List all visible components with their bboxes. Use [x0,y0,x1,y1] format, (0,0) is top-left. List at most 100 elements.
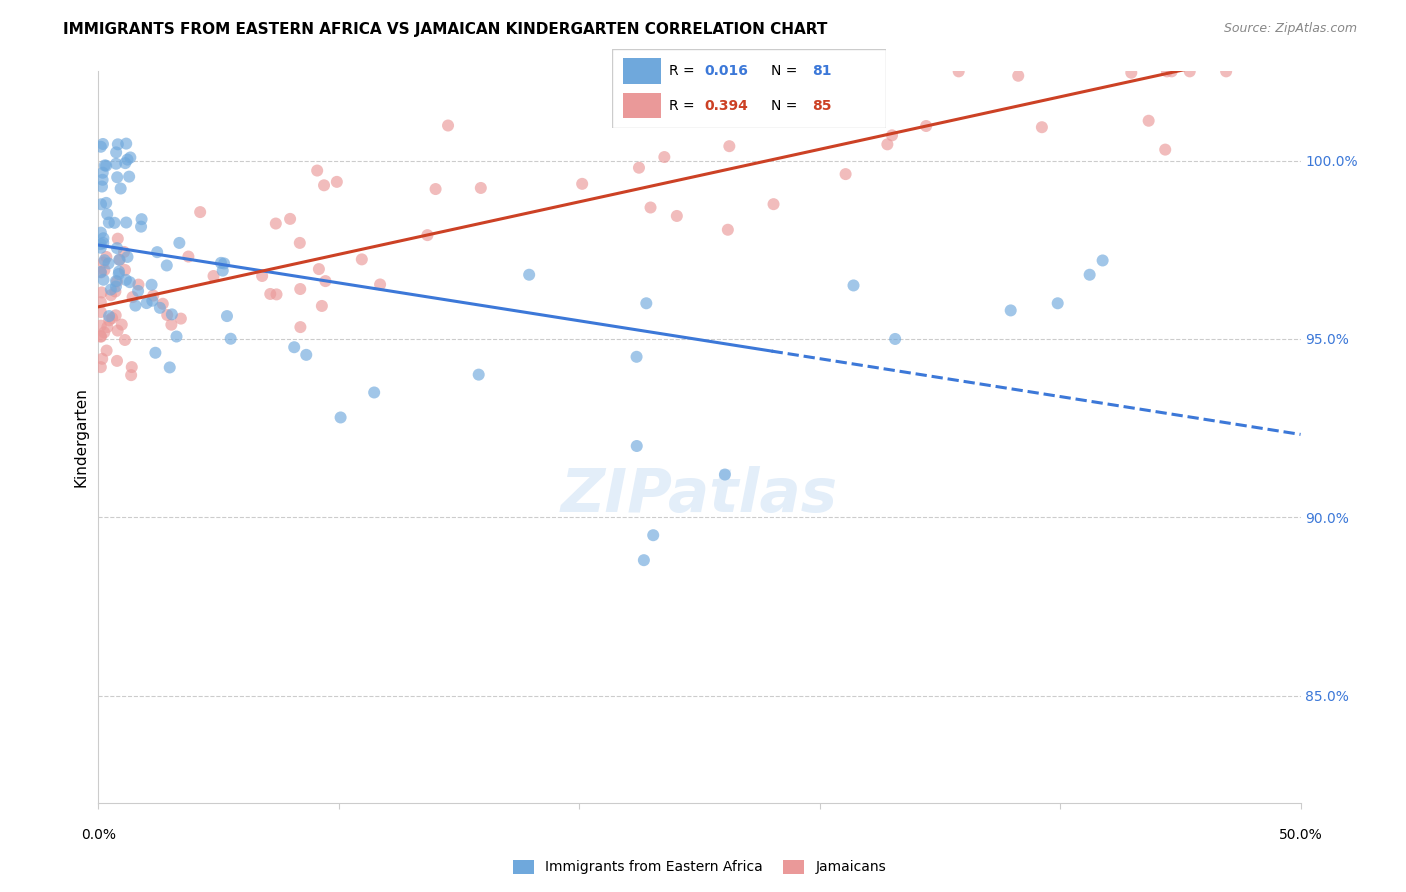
Point [108,252,131,267]
Point [915,119,938,133]
Point [141,293,163,308]
Point [627,161,650,175]
Text: R =: R = [669,99,699,112]
Point [91,351,114,366]
Point [626,350,648,364]
Point [96,207,118,221]
Text: 85: 85 [811,99,831,112]
Point [129,219,152,234]
Point [146,245,169,260]
Point [91,166,114,180]
Point [96,343,118,358]
Point [145,345,167,359]
Point [876,137,898,152]
Point [105,157,128,171]
Point [311,299,333,313]
Point [115,215,138,229]
Point [104,274,127,288]
Point [112,244,135,259]
Point [96,195,118,210]
Y-axis label: Kindergarten: Kindergarten [73,387,89,487]
Point [718,139,741,153]
Point [104,308,127,322]
Point [159,360,181,375]
Point [108,252,131,267]
Point [90,237,112,252]
Point [100,288,122,302]
Point [884,332,907,346]
Point [117,153,139,167]
Point [1031,120,1053,135]
Point [762,197,785,211]
Point [91,235,114,250]
Point [90,265,112,279]
Point [118,169,141,184]
Point [654,150,676,164]
Legend: Immigrants from Eastern Africa, Jamaicans: Immigrants from Eastern Africa, Jamaican… [508,854,891,880]
Point [93,273,115,287]
Point [1156,64,1178,78]
Point [152,297,174,311]
Point [90,318,112,333]
Point [90,265,112,279]
Point [142,288,165,302]
Point [1215,64,1237,78]
Point [714,467,737,482]
Text: 0.0%: 0.0% [82,828,115,842]
Point [118,275,141,289]
Point [283,340,305,354]
Bar [623,93,661,118]
Point [121,290,143,304]
Point [571,177,593,191]
Point [90,330,112,344]
FancyBboxPatch shape [612,49,886,128]
Point [266,287,288,301]
Point [107,137,129,152]
Point [104,285,127,299]
Point [156,308,179,322]
Point [1137,113,1160,128]
Point [295,348,318,362]
Point [105,145,128,160]
Point [288,235,311,250]
Point [107,324,129,338]
Point [90,140,112,154]
Point [633,553,655,567]
Text: 0.016: 0.016 [704,64,749,78]
Point [90,329,112,343]
Point [717,223,740,237]
Point [114,333,136,347]
Point [470,181,492,195]
Point [149,301,172,315]
Point [1007,69,1029,83]
Point [97,256,120,270]
Point [169,235,191,250]
Point [717,103,740,118]
Point [93,326,115,340]
Point [93,255,115,269]
Point [101,310,124,325]
Point [114,156,136,170]
Point [135,296,157,310]
Point [110,181,132,195]
Point [103,216,125,230]
Point [202,268,225,283]
Point [1078,268,1101,282]
Text: R =: R = [669,64,699,78]
Text: N =: N = [770,99,801,112]
Point [115,273,138,287]
Point [290,320,312,334]
Point [105,241,128,255]
Point [90,226,112,240]
Point [177,250,200,264]
Point [91,136,114,151]
Point [212,256,235,270]
Text: IMMIGRANTS FROM EASTERN AFRICA VS JAMAICAN KINDERGARTEN CORRELATION CHART: IMMIGRANTS FROM EASTERN AFRICA VS JAMAIC… [63,22,828,37]
Point [665,209,688,223]
Text: N =: N = [770,64,801,78]
Point [517,268,540,282]
Point [209,256,232,270]
Point [307,163,329,178]
Text: 50.0%: 50.0% [1278,828,1323,842]
Point [259,287,281,301]
